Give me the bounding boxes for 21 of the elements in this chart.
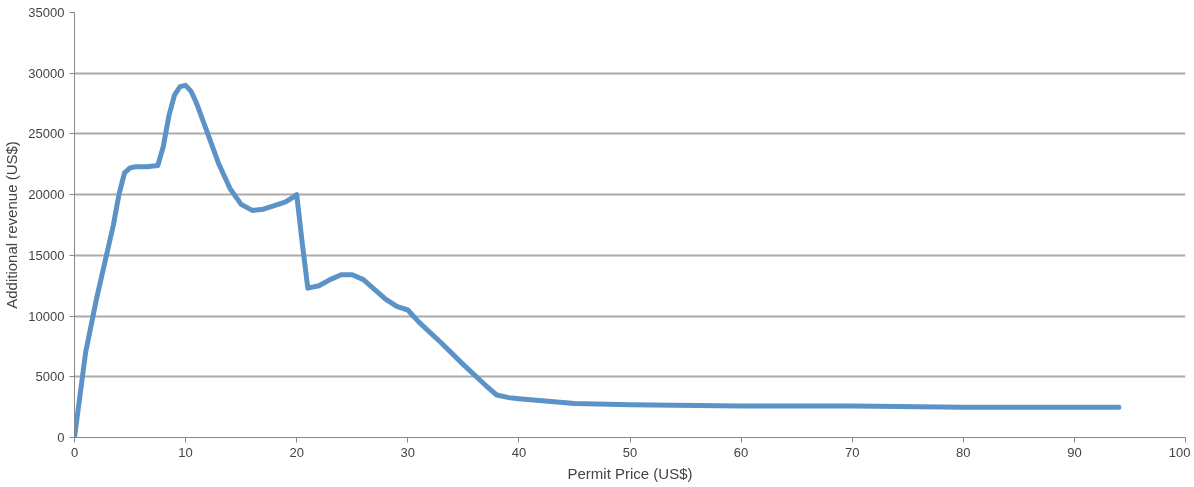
y-tick-label: 15000 [28,247,65,263]
y-tick-label: 0 [57,430,65,445]
y-tick-label: 35000 [28,5,65,20]
x-tick-label: 70 [844,444,860,460]
x-tick-label: 20 [289,444,304,460]
x-tick-label: 10 [178,444,193,460]
x-tick-label: 90 [1067,444,1082,460]
y-tick-label: 10000 [28,308,65,324]
x-tick-label: 40 [511,444,527,460]
y-tick-label: 20000 [28,187,65,203]
x-axis-title: Permit Price (US$) [567,464,693,482]
x-tick-label: 100 [1168,444,1191,460]
x-tick-label: 50 [622,444,638,460]
x-tick-label: 60 [733,444,749,460]
x-tick-label: 30 [400,444,416,460]
y-tick-label: 25000 [28,126,65,142]
x-tick-label: 0 [70,444,79,460]
y-tick-label: 5000 [35,369,65,385]
y-axis-title: Additional revenue (US$) [3,141,21,309]
x-tick-label: 80 [956,444,971,460]
y-tick-label: 30000 [28,65,65,81]
